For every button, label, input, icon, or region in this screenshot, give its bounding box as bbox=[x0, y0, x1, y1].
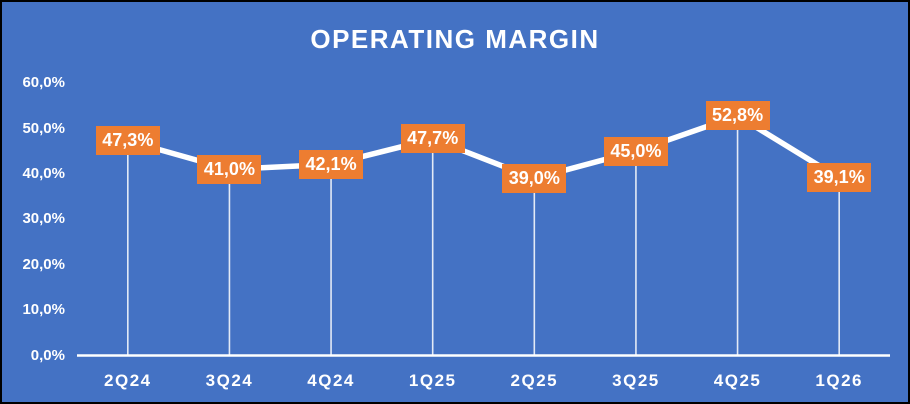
data-label: 47,7% bbox=[400, 124, 465, 154]
chart-title: OPERATING MARGIN bbox=[310, 24, 600, 54]
data-label: 45,0% bbox=[603, 136, 668, 166]
data-label: 39,1% bbox=[807, 163, 872, 193]
y-tick-label: 40,0% bbox=[22, 164, 65, 182]
y-tick-label: 50,0% bbox=[22, 119, 65, 137]
y-tick-label: 10,0% bbox=[22, 301, 65, 319]
x-axis-label: 3Q25 bbox=[612, 371, 660, 390]
x-axis-label: 1Q26 bbox=[815, 371, 863, 390]
data-label: 39,0% bbox=[502, 163, 567, 193]
data-label: 42,1% bbox=[299, 149, 364, 179]
data-label: 52,8% bbox=[705, 101, 770, 131]
x-axis-label: 2Q25 bbox=[510, 371, 559, 390]
y-tick-label: 30,0% bbox=[22, 210, 65, 228]
y-tick-label: 60,0% bbox=[22, 74, 65, 92]
y-tick-label: 20,0% bbox=[22, 255, 65, 273]
data-label: 47,3% bbox=[95, 126, 160, 156]
data-label: 41,0% bbox=[197, 154, 262, 184]
x-axis-label: 4Q25 bbox=[713, 371, 762, 390]
x-axis-label: 1Q25 bbox=[408, 371, 457, 390]
x-axis-label: 2Q24 bbox=[104, 371, 152, 390]
x-axis-label: 3Q24 bbox=[205, 371, 254, 390]
y-tick-label: 0,0% bbox=[30, 346, 65, 364]
x-axis-label: 4Q24 bbox=[307, 371, 355, 390]
